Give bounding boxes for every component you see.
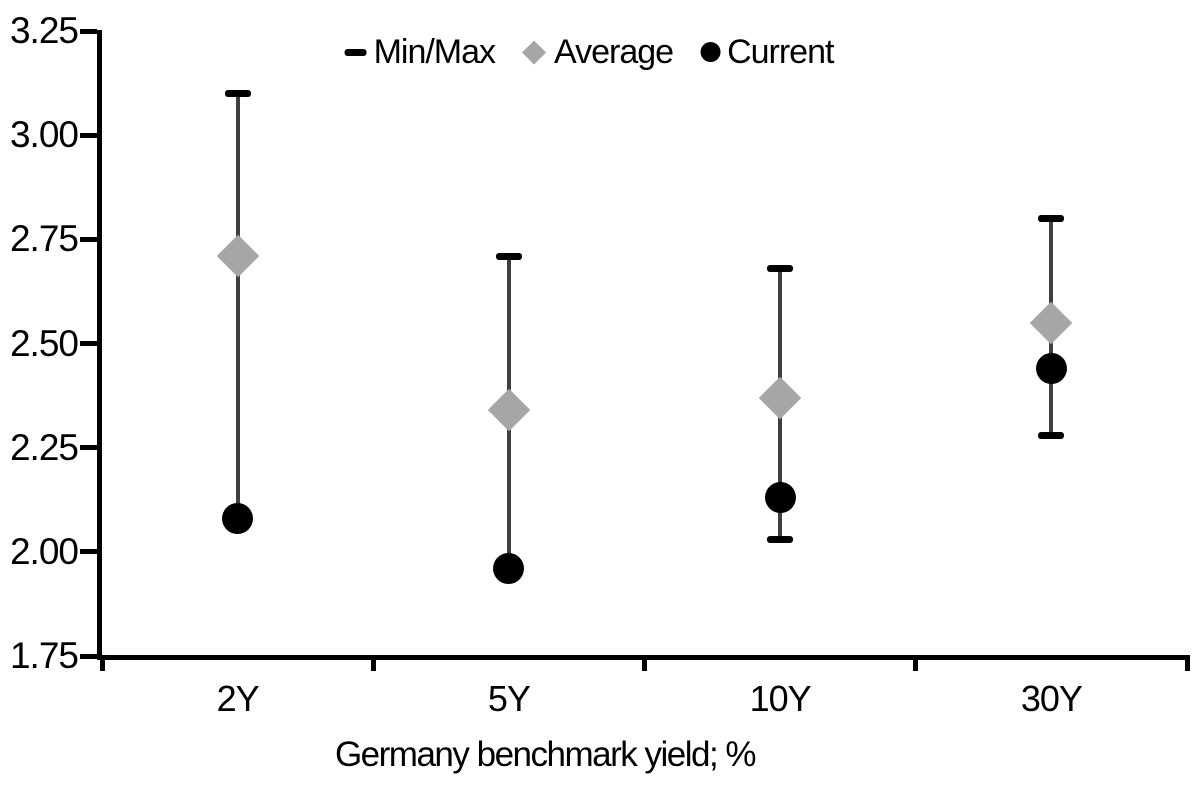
legend-label-current: Current [727, 33, 834, 71]
x-axis-label-5y: 5Y [487, 678, 531, 719]
y-axis-tick [80, 132, 97, 138]
current-marker-5y [493, 553, 525, 584]
current-marker-30y [1035, 353, 1067, 384]
y-axis-tick [80, 653, 97, 659]
current-circle-icon [700, 42, 721, 62]
legend-label-minmax: Min/Max [373, 33, 496, 71]
min-cap-10y [767, 535, 794, 543]
x-axis-tick [642, 660, 647, 671]
y-axis-tick-label: 2.50 [9, 322, 79, 364]
average-marker-10y [758, 376, 802, 419]
legend-item-current: Current [700, 30, 834, 74]
max-cap-5y [495, 252, 522, 260]
x-axis-label-30y: 30Y [1020, 678, 1083, 719]
max-cap-2y [224, 90, 251, 97]
x-axis-tick [370, 660, 376, 671]
legend: Min/Max Average Current [344, 30, 834, 74]
average-diamond-icon [522, 39, 547, 65]
max-cap-30y [1038, 215, 1065, 222]
average-marker-5y [487, 388, 531, 432]
legend-item-average: Average [522, 30, 674, 74]
y-axis-line [97, 30, 102, 660]
average-marker-2y [216, 234, 259, 278]
y-axis-tick-label: 3.00 [9, 114, 79, 156]
x-axis-line [97, 655, 1190, 660]
minmax-dash-icon [344, 48, 367, 56]
x-axis-label-10y: 10Y [749, 678, 812, 719]
min-cap-30y [1038, 431, 1065, 439]
max-cap-10y [767, 265, 794, 272]
y-axis-tick [80, 341, 97, 346]
y-axis-tick-label: 2.00 [9, 530, 79, 572]
x-axis-tick [913, 660, 919, 671]
y-axis-tick [80, 445, 97, 451]
legend-label-average: Average [554, 33, 674, 71]
x-axis-label-2y: 2Y [216, 678, 260, 719]
y-axis-tick-label: 2.25 [9, 426, 79, 468]
x-axis-title: Germany benchmark yield; % [334, 735, 757, 774]
y-axis-tick-label: 3.25 [9, 10, 79, 51]
y-axis-tick-label: 2.75 [9, 218, 79, 260]
y-axis-tick [80, 549, 97, 555]
y-axis-tick [80, 28, 97, 34]
whisker-line-2y [235, 93, 240, 519]
y-axis-tick-label: 1.75 [9, 635, 79, 676]
y-axis-tick [80, 236, 97, 242]
x-axis-tick [99, 660, 105, 671]
average-marker-30y [1030, 301, 1073, 344]
legend-item-minmax: Min/Max [344, 30, 496, 74]
current-marker-2y [222, 503, 254, 534]
x-axis-tick [1184, 660, 1190, 671]
current-marker-10y [764, 482, 796, 514]
